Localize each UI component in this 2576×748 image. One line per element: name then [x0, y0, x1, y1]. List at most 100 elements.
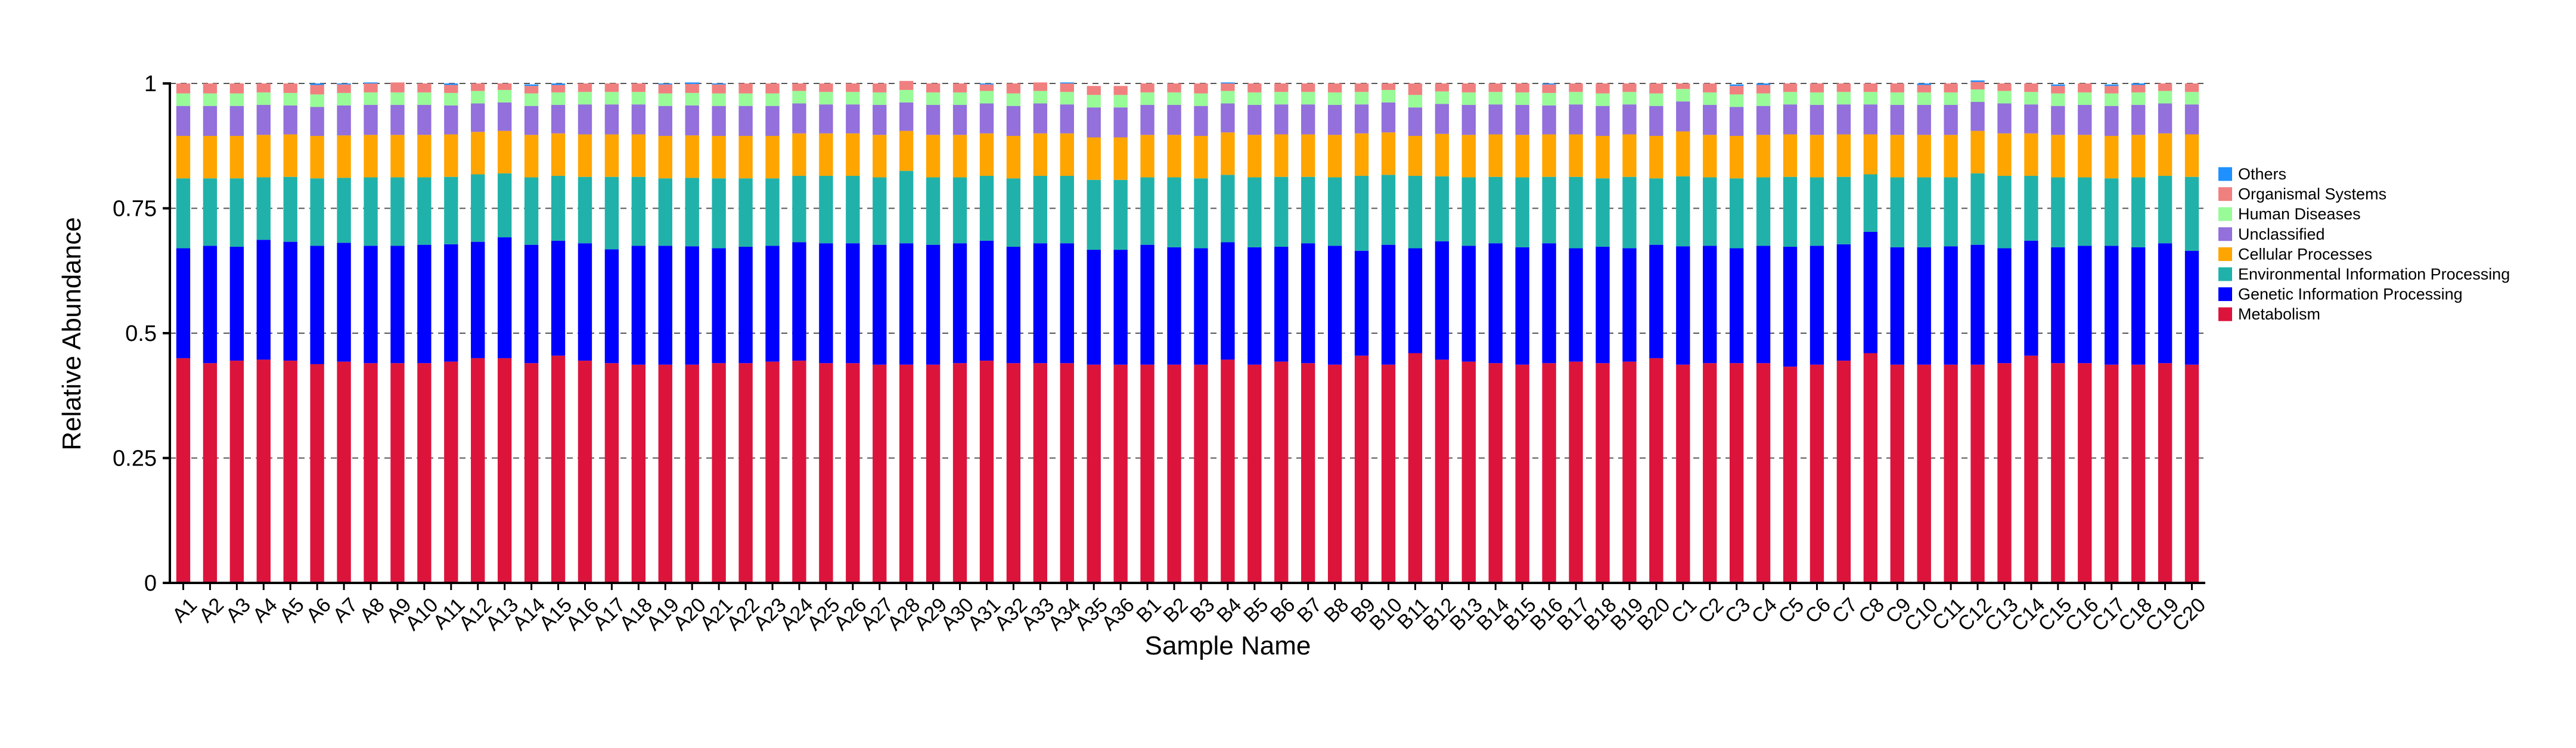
bar-segment [2078, 92, 2092, 105]
bar-segment [1006, 135, 1021, 179]
bar-segment [1703, 363, 1717, 583]
bar-segment [283, 361, 297, 583]
bar-segment [229, 105, 244, 136]
bar-segment [1461, 92, 1476, 105]
bar-segment [952, 92, 967, 105]
bar-segment [1676, 83, 1690, 89]
bar-segment [1408, 95, 1423, 108]
bar-segment [497, 237, 512, 358]
bar-stack [765, 83, 780, 583]
bar-segment [578, 104, 592, 135]
bar-segment [2184, 92, 2199, 105]
bar-segment [1167, 177, 1181, 247]
bar-segment [337, 243, 351, 362]
bar-segment [497, 173, 512, 238]
bar-segment [471, 241, 485, 358]
legend-swatch [2218, 307, 2232, 321]
bar-segment [1783, 92, 1798, 105]
bar-segment [1461, 135, 1476, 178]
bar-segment [1435, 91, 1450, 104]
bar-segment [1033, 176, 1048, 244]
bar-segment [792, 103, 806, 134]
x-tick-label: C20 [2168, 594, 2210, 636]
bar-segment [1381, 364, 1396, 583]
y-tick-label: 0.25 [113, 446, 157, 471]
bar-stack [1301, 83, 1315, 583]
bar-segment [1970, 244, 1985, 365]
bar-segment [1327, 105, 1342, 135]
bar-segment [2051, 363, 2065, 583]
bar-segment [1247, 247, 1262, 365]
bar-segment [390, 82, 405, 93]
legend-item: Others [2218, 165, 2286, 183]
y-tick-label: 0.75 [113, 197, 157, 222]
y-tick-label: 1 [144, 72, 157, 97]
bar-segment [1542, 363, 1556, 583]
bar-segment [2051, 177, 2065, 247]
bar-stack [2105, 84, 2119, 583]
legend: Others Organismal Systems Human Diseases Un… [2218, 165, 2510, 323]
bar-segment [1676, 131, 1690, 176]
bar-segment [952, 363, 967, 583]
bar-stack [1435, 83, 1450, 583]
bar-segment [604, 134, 619, 177]
bar-segment [1649, 244, 1663, 358]
bar-segment [2051, 247, 2065, 364]
bar-segment [203, 135, 218, 179]
bar-segment [792, 91, 806, 104]
bar-segment [1247, 83, 1262, 93]
bar-stack [712, 83, 726, 583]
bar-segment [1542, 176, 1556, 244]
bar-segment [819, 243, 833, 364]
bar-segment [2158, 83, 2172, 91]
bar-segment [1676, 101, 1690, 132]
bar-segment [1435, 104, 1450, 134]
bar-segment [1917, 92, 1931, 105]
bar-segment [631, 246, 646, 365]
bar-stack [2024, 83, 2038, 583]
bar-segment [1569, 83, 1583, 92]
bar-segment [952, 243, 967, 364]
bar-segment [1113, 250, 1128, 365]
bar-stack [2078, 83, 2092, 583]
bar-stack [819, 83, 833, 583]
bar-segment [1327, 364, 1342, 583]
y-tick-label: 0.5 [125, 321, 157, 346]
y-axis-title: Relative Abundance [57, 217, 86, 450]
bar-segment [712, 135, 726, 179]
bar-segment [1810, 364, 1824, 583]
bar-segment [1596, 363, 1610, 583]
bar-segment [658, 105, 672, 136]
bar-segment [256, 240, 271, 360]
bar-segment [524, 105, 539, 135]
bar-segment [1569, 104, 1583, 135]
bar-segment [444, 134, 458, 177]
bar-segment [1569, 248, 1583, 362]
legend-label: Unclassified [2238, 225, 2325, 243]
bar-segment [738, 105, 753, 136]
bar-segment [765, 135, 780, 179]
bar-segment [1140, 105, 1154, 135]
bar-stack [1917, 83, 1931, 583]
bar-segment [310, 135, 324, 179]
bar-segment [1756, 85, 1771, 94]
bar-segment [819, 92, 833, 105]
bar-segment [176, 248, 191, 358]
bar-segment [873, 364, 887, 583]
bar-segment [1783, 176, 1798, 247]
bar-segment [712, 84, 726, 94]
bar-stack [1488, 83, 1503, 583]
bar-segment [176, 178, 191, 249]
bar-segment [1649, 93, 1663, 106]
bar-segment [1327, 92, 1342, 105]
bar-segment [444, 176, 458, 244]
bar-segment [1381, 244, 1396, 365]
bar-segment [1515, 135, 1529, 178]
bar-segment [1381, 132, 1396, 175]
bar-segment [2131, 105, 2146, 135]
bar-segment [283, 92, 297, 105]
bar-segment [1810, 105, 1824, 135]
bar-segment [1783, 247, 1798, 367]
bar-segment [1194, 105, 1208, 136]
bar-segment [1649, 358, 1663, 583]
